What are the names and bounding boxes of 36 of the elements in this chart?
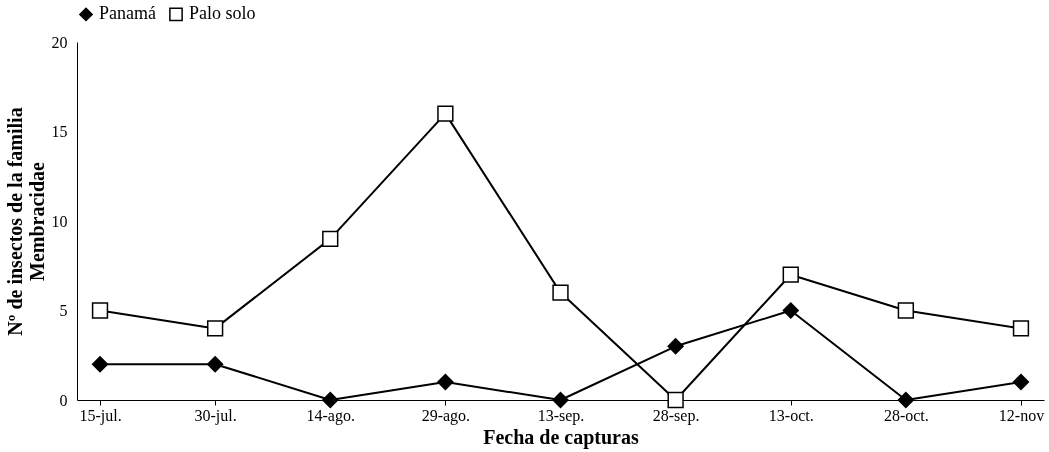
point xyxy=(897,302,915,319)
point xyxy=(437,105,454,122)
point xyxy=(782,266,799,283)
x-tick-label: 30-jul. xyxy=(194,406,237,425)
point xyxy=(91,356,109,373)
point xyxy=(437,373,454,391)
point xyxy=(206,356,224,373)
point xyxy=(552,391,569,409)
point xyxy=(91,302,109,319)
legend-label: Palo solo xyxy=(189,3,256,24)
point xyxy=(897,391,915,409)
x-tick-label: 28-sep. xyxy=(652,406,700,425)
x-tick-label: 28-oct. xyxy=(883,406,929,424)
point xyxy=(667,391,684,409)
y-tick-label: 15 xyxy=(51,123,68,140)
x-tick-label: 15-jul. xyxy=(79,406,122,425)
x-tick-label: 29-ago. xyxy=(421,406,471,425)
point xyxy=(206,320,224,337)
point xyxy=(1012,320,1030,337)
x-tick-label: 13-oct. xyxy=(768,406,814,424)
point xyxy=(322,391,339,409)
x-axis-title: Fecha de capturas xyxy=(483,425,639,449)
point xyxy=(782,302,799,319)
y-axis-title: Nº de insectos de la familia Membracidae xyxy=(3,107,48,336)
point xyxy=(552,284,569,301)
y-tick-label: 5 xyxy=(59,302,68,319)
x-tick-label: 14-ago. xyxy=(306,406,355,425)
y-tick-label: 0 xyxy=(59,391,68,409)
y-tick-label: 10 xyxy=(51,212,68,230)
legend-label: Panamá xyxy=(99,3,156,24)
x-tick-label: 13-sep. xyxy=(537,406,585,425)
x-tick-label: 12-nov xyxy=(998,406,1045,424)
point xyxy=(322,230,339,248)
y-tick-label: 20 xyxy=(51,33,68,51)
point xyxy=(667,338,684,355)
point xyxy=(1012,373,1030,391)
